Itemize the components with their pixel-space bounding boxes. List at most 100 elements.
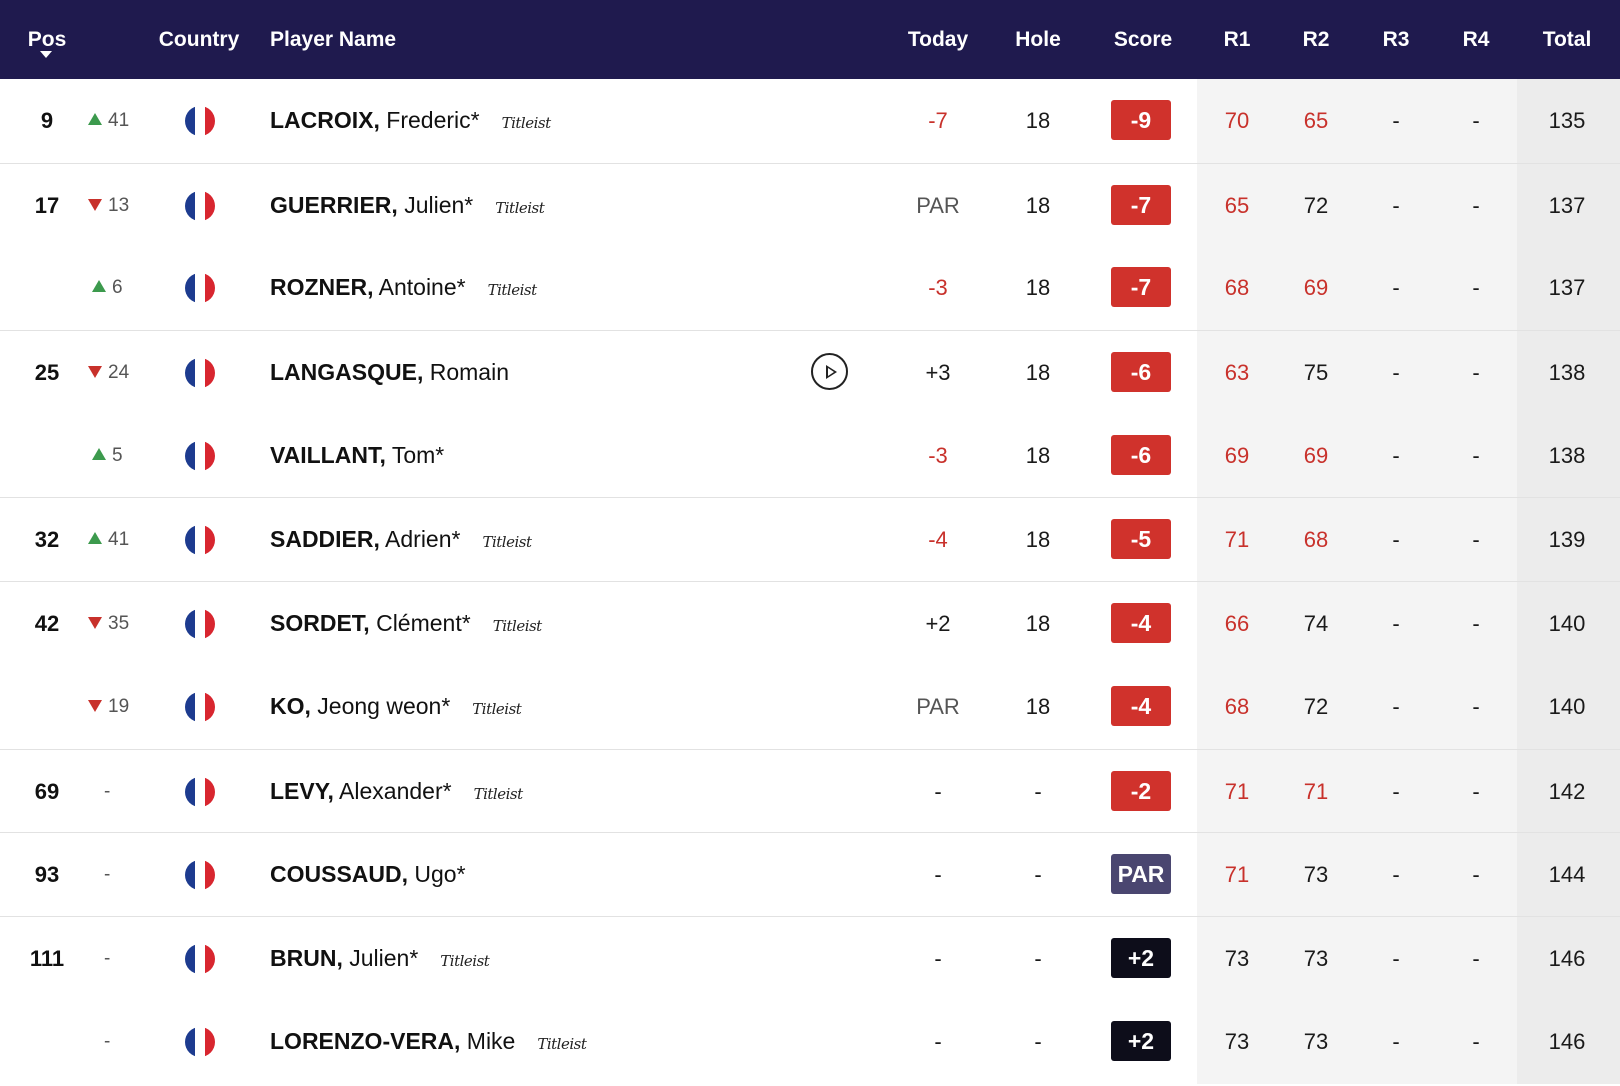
leaderboard-rows: 9 41 LACROIX, Frederic* Titleist -7 18 -9 70 65-… [0,79,1620,1083]
table-row[interactable]: 9 41 LACROIX, Frederic* Titleist -7 18 -9 70 65 -… [0,79,1620,163]
titleist-logo: Titleist [440,951,490,970]
round-4-score: - [1472,360,1480,386]
round-3-score: - [1392,862,1400,888]
total-score-badge: -5 [1111,519,1171,560]
france-flag-icon [185,1026,215,1057]
header-r3[interactable]: R3 [1382,28,1410,51]
move-up-icon [92,280,106,293]
table-row[interactable]: 111 - BRUN, Julien* Titleist - - +2 73 73 - - 146 [0,915,1620,1001]
total-strokes: 137 [1548,192,1586,218]
player-last-name: VAILLANT, [270,441,386,468]
sort-down-icon[interactable] [40,51,52,58]
position: 42 [34,611,60,637]
movement: 6 [92,246,123,330]
player-name[interactable]: COUSSAUD, Ugo* [270,833,466,917]
player-first-name: Julien* [349,944,419,971]
header-country[interactable]: Country [158,28,240,51]
header-r1[interactable]: R1 [1223,28,1251,51]
france-flag-icon [185,190,215,221]
player-last-name: COUSSAUD, [270,861,409,888]
player-name[interactable]: BRUN, Julien* Titleist [270,917,490,1001]
table-row[interactable]: 6 ROZNER, Antoine* Titleist -3 18 -7 68 69 - - 137 [0,246,1620,330]
header-score[interactable]: Score [1113,28,1173,51]
table-row[interactable]: 5 VAILLANT, Tom* -3 18 -6 69 69 - - 138 [0,414,1620,498]
round-1-score: 66 [1224,611,1250,637]
round-3-score: - [1392,275,1400,301]
player-name[interactable]: SADDIER, Adrien* Titleist [270,498,532,582]
player-name[interactable]: ROZNER, Antoine* Titleist [270,246,537,330]
movement: - [104,917,110,1001]
hole: 18 [1025,108,1051,133]
titleist-logo: Titleist [495,198,545,217]
player-name[interactable]: VAILLANT, Tom* [270,414,444,498]
position: 25 [34,360,60,386]
position-change: 41 [108,529,130,551]
round-4-score: - [1472,693,1480,719]
france-flag-icon [185,776,215,807]
header-total[interactable]: Total [1542,28,1592,51]
player-name[interactable]: KO, Jeong weon* Titleist [270,665,522,749]
movement: 35 [88,582,129,666]
total-score-badge: +2 [1111,937,1171,978]
header-player-name[interactable]: Player Name [270,28,397,51]
round-1-score: 71 [1224,778,1250,804]
total-score-badge: -9 [1111,100,1171,140]
today-score: PAR [916,693,960,719]
total-strokes: 146 [1548,1028,1586,1054]
header-pos[interactable]: Pos [27,28,67,51]
movement: 24 [88,331,129,415]
total-strokes: 138 [1548,360,1586,386]
total-score-badge: +2 [1111,1020,1171,1061]
table-row[interactable]: 42 35 SORDET, Clément* Titleist +2 18 -4 66 74 - -… [0,581,1620,665]
round-2-score: 75 [1303,360,1329,386]
total-strokes: 140 [1548,611,1586,637]
header-r2[interactable]: R2 [1302,28,1330,51]
total-score-badge: -2 [1111,770,1171,811]
hole: - [1034,778,1042,804]
today-score: - [934,862,942,888]
table-row[interactable]: 69 - LEVY, Alexander* Titleist - - -2 71 71 - - 142 [0,748,1620,834]
player-name[interactable]: LORENZO-VERA, Mike Titleist [270,1000,587,1084]
round-2-score: 74 [1303,611,1329,637]
titleist-logo: Titleist [487,281,538,300]
play-video-button[interactable] [811,353,848,391]
player-last-name: ROZNER, [270,274,374,301]
table-row[interactable]: - LORENZO-VERA, Mike Titleist - - +2 73 73 - - 146 [0,1000,1620,1084]
hole: - [1034,862,1042,888]
table-row[interactable]: 25 24 LANGASQUE, Romain +3 18 -6 63 75 - - 138 [0,330,1620,414]
player-name[interactable]: LANGASQUE, Romain [270,331,509,415]
position-change: - [104,780,111,802]
hole: 18 [1025,693,1051,719]
titleist-logo: Titleist [472,699,522,718]
header-r4[interactable]: R4 [1462,28,1490,51]
france-flag-icon [185,860,215,891]
round-4-score: - [1472,611,1480,637]
titleist-logo: Titleist [537,1034,587,1053]
position: 93 [34,862,60,888]
today-score: - [934,1028,942,1054]
position: 111 [29,945,65,971]
player-name[interactable]: SORDET, Clément* Titleist [270,582,542,666]
header-hole[interactable]: Hole [1015,28,1061,51]
hole: 18 [1025,360,1051,386]
round-1-score: 68 [1224,693,1250,719]
total-score-badge: -7 [1111,267,1171,308]
table-row[interactable]: 32 41 SADDIER, Adrien* Titleist -4 18 -5 71 68 - -… [0,497,1620,581]
titleist-logo: Titleist [473,784,524,803]
table-row[interactable]: 19 KO, Jeong weon* Titleist PAR 18 -4 68 72 - - 14… [0,665,1620,749]
france-flag-icon [185,440,215,471]
header-today[interactable]: Today [907,28,969,51]
round-3-score: - [1392,611,1400,637]
player-name[interactable]: LEVY, Alexander* Titleist [270,750,523,834]
player-name[interactable]: LACROIX, Frederic* Titleist [270,79,551,163]
france-flag-icon [185,691,215,722]
player-name[interactable]: GUERRIER, Julien* Titleist [270,164,545,248]
table-row[interactable]: 93 - COUSSAUD, Ugo* - - PAR 71 73 - - 144 [0,832,1620,916]
round-1-score: 68 [1224,275,1250,301]
player-first-name: Tom* [391,441,445,468]
player-last-name: SORDET, [270,610,370,637]
player-first-name: Antoine* [378,274,466,301]
round-4-score: - [1472,862,1480,888]
player-first-name: Romain [429,359,509,386]
table-row[interactable]: 17 13 GUERRIER, Julien* Titleist PAR 18 -7 65 72… [0,162,1620,248]
